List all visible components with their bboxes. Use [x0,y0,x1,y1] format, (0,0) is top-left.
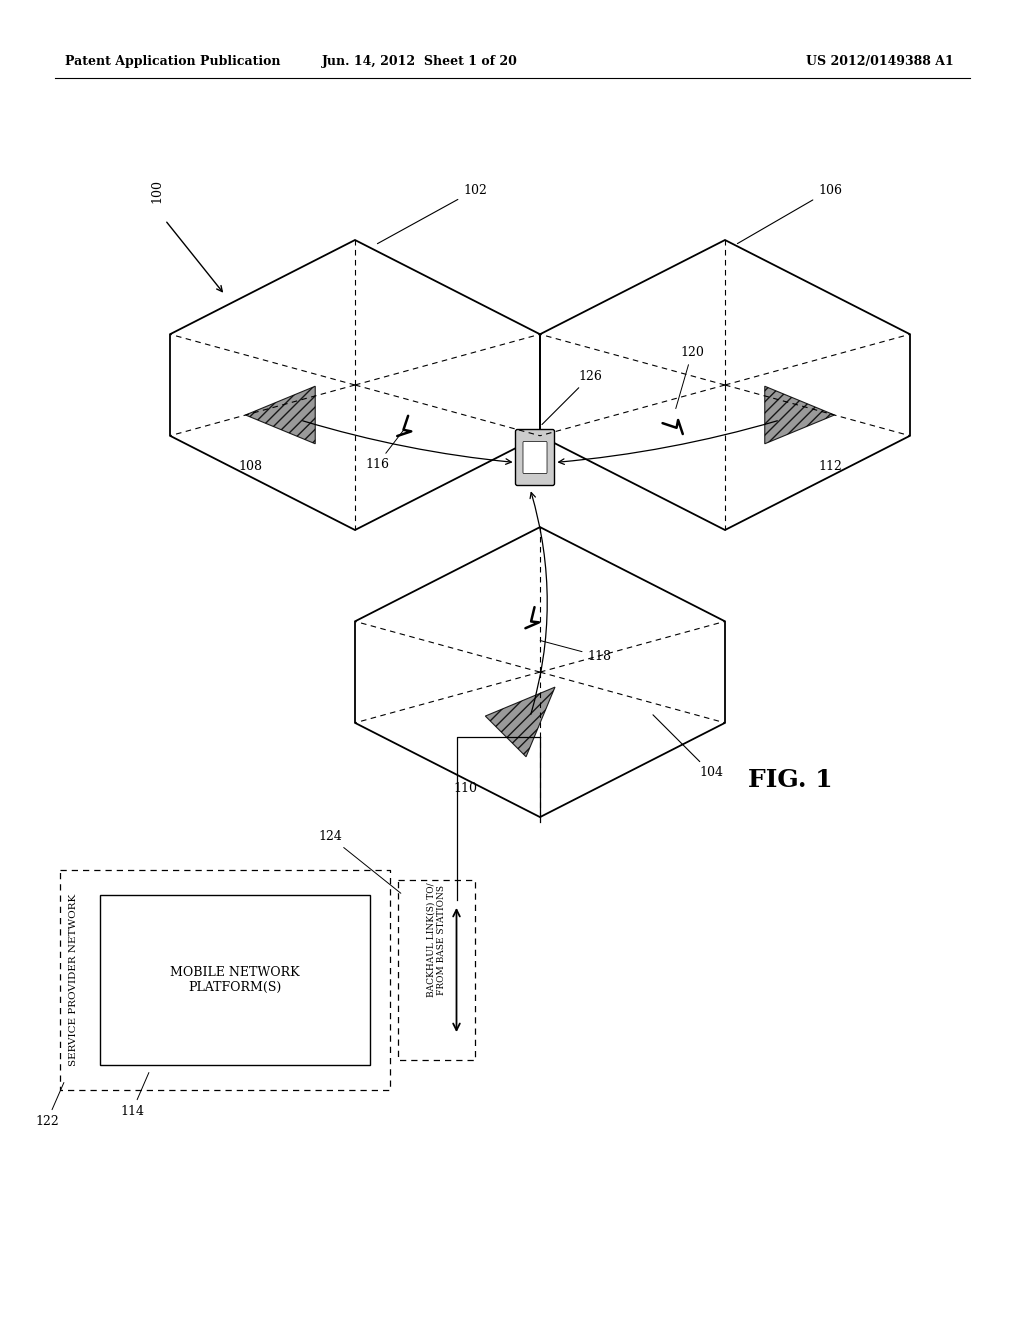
Polygon shape [246,387,315,444]
Text: 104: 104 [653,715,723,779]
Text: 110: 110 [453,781,477,795]
Text: 116: 116 [365,430,403,471]
Text: 120: 120 [676,346,703,409]
Text: US 2012/0149388 A1: US 2012/0149388 A1 [806,55,954,69]
Text: 100: 100 [150,180,163,203]
Text: 106: 106 [737,183,842,244]
Text: FIG. 1: FIG. 1 [748,768,833,792]
Polygon shape [765,387,835,444]
Polygon shape [485,688,555,756]
Text: 114: 114 [120,1073,148,1118]
Text: 122: 122 [35,1082,63,1129]
Text: 124: 124 [318,830,400,894]
FancyBboxPatch shape [100,895,370,1065]
Text: 118: 118 [541,640,611,663]
Text: Jun. 14, 2012  Sheet 1 of 20: Jun. 14, 2012 Sheet 1 of 20 [323,55,518,69]
FancyBboxPatch shape [515,429,555,486]
Text: BACKHAUL LINK(S) TO/
FROM BASE STATIONS: BACKHAUL LINK(S) TO/ FROM BASE STATIONS [427,883,446,998]
Text: 108: 108 [238,459,262,473]
Text: Patent Application Publication: Patent Application Publication [65,55,281,69]
Text: 102: 102 [378,183,487,244]
Text: 112: 112 [818,459,842,473]
Text: 126: 126 [542,370,602,425]
FancyBboxPatch shape [523,441,547,474]
Text: SERVICE PROVIDER NETWORK: SERVICE PROVIDER NETWORK [70,894,79,1067]
Text: MOBILE NETWORK
PLATFORM(S): MOBILE NETWORK PLATFORM(S) [170,966,300,994]
